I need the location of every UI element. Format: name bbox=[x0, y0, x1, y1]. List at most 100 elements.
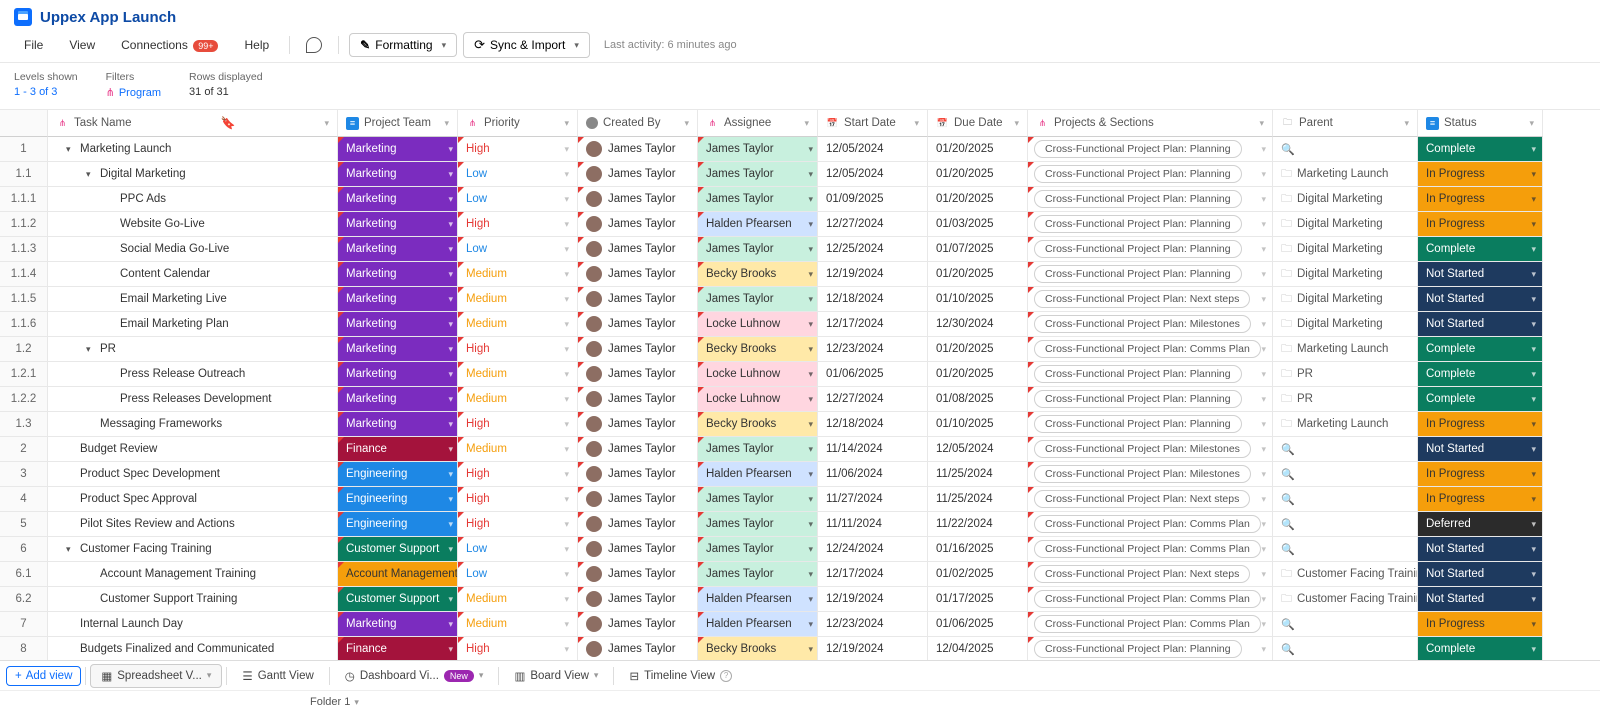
parent-cell[interactable]: 🔍 bbox=[1273, 137, 1418, 162]
priority-cell[interactable]: High▾ bbox=[458, 512, 578, 537]
parent-cell[interactable]: 🔍 bbox=[1273, 637, 1418, 660]
grid-container[interactable]: ⋔Task Name🔖▾≡Project Team▾⋔Priority▾Crea… bbox=[0, 110, 1600, 660]
assignee-cell[interactable]: Locke Luhnow▾ bbox=[698, 362, 818, 387]
due-date-cell[interactable]: 12/05/2024 bbox=[928, 437, 1028, 462]
add-view-button[interactable]: +Add view bbox=[6, 666, 81, 686]
task-name-cell[interactable]: ▾Customer Facing Training bbox=[48, 537, 338, 562]
tab-gantt[interactable]: ☰Gantt View bbox=[231, 664, 324, 688]
assignee-cell[interactable]: James Taylor▾ bbox=[698, 562, 818, 587]
parent-cell[interactable]: 🗀Digital Marketing bbox=[1273, 312, 1418, 337]
status-cell[interactable]: Complete▾ bbox=[1418, 237, 1543, 262]
status-cell[interactable]: Not Started▾ bbox=[1418, 587, 1543, 612]
status-cell[interactable]: Complete▾ bbox=[1418, 337, 1543, 362]
start-date-cell[interactable]: 11/14/2024 bbox=[818, 437, 928, 462]
status-cell[interactable]: Not Started▾ bbox=[1418, 287, 1543, 312]
created-by-cell[interactable]: James Taylor bbox=[578, 612, 698, 637]
created-by-cell[interactable]: James Taylor bbox=[578, 487, 698, 512]
priority-cell[interactable]: High▾ bbox=[458, 412, 578, 437]
priority-cell[interactable]: Low▾ bbox=[458, 187, 578, 212]
task-name-cell[interactable]: ▾PR bbox=[48, 337, 338, 362]
due-date-cell[interactable]: 01/17/2025 bbox=[928, 587, 1028, 612]
projects-cell[interactable]: Cross-Functional Project Plan: Planning▾ bbox=[1028, 237, 1273, 262]
start-date-cell[interactable]: 12/17/2024 bbox=[818, 562, 928, 587]
team-cell[interactable]: Marketing▾ bbox=[338, 137, 458, 162]
start-date-cell[interactable]: 12/17/2024 bbox=[818, 312, 928, 337]
start-date-cell[interactable]: 12/24/2024 bbox=[818, 537, 928, 562]
created-by-cell[interactable]: James Taylor bbox=[578, 437, 698, 462]
task-name-cell[interactable]: Email Marketing Plan bbox=[48, 312, 338, 337]
status-cell[interactable]: In Progress▾ bbox=[1418, 162, 1543, 187]
status-cell[interactable]: Not Started▾ bbox=[1418, 562, 1543, 587]
chat-icon[interactable] bbox=[306, 37, 322, 53]
projects-cell[interactable]: Cross-Functional Project Plan: Milestone… bbox=[1028, 312, 1273, 337]
team-cell[interactable]: Finance▾ bbox=[338, 437, 458, 462]
status-cell[interactable]: Not Started▾ bbox=[1418, 437, 1543, 462]
due-date-cell[interactable]: 12/30/2024 bbox=[928, 312, 1028, 337]
due-date-cell[interactable]: 11/25/2024 bbox=[928, 487, 1028, 512]
projects-cell[interactable]: Cross-Functional Project Plan: Planning▾ bbox=[1028, 212, 1273, 237]
tab-timeline[interactable]: ⊟Timeline View? bbox=[618, 664, 743, 688]
team-cell[interactable]: Marketing▾ bbox=[338, 237, 458, 262]
col-projects[interactable]: ⋔Projects & Sections▾ bbox=[1028, 110, 1273, 137]
priority-cell[interactable]: Medium▾ bbox=[458, 437, 578, 462]
status-cell[interactable]: In Progress▾ bbox=[1418, 412, 1543, 437]
start-date-cell[interactable]: 01/09/2025 bbox=[818, 187, 928, 212]
team-cell[interactable]: Marketing▾ bbox=[338, 162, 458, 187]
priority-cell[interactable]: Low▾ bbox=[458, 537, 578, 562]
projects-cell[interactable]: Cross-Functional Project Plan: Milestone… bbox=[1028, 437, 1273, 462]
due-date-cell[interactable]: 01/02/2025 bbox=[928, 562, 1028, 587]
due-date-cell[interactable]: 01/06/2025 bbox=[928, 612, 1028, 637]
projects-cell[interactable]: Cross-Functional Project Plan: Planning▾ bbox=[1028, 362, 1273, 387]
assignee-cell[interactable]: James Taylor▾ bbox=[698, 512, 818, 537]
assignee-cell[interactable]: James Taylor▾ bbox=[698, 287, 818, 312]
start-date-cell[interactable]: 12/18/2024 bbox=[818, 287, 928, 312]
assignee-cell[interactable]: Becky Brooks▾ bbox=[698, 412, 818, 437]
parent-cell[interactable]: 🗀Customer Facing Training bbox=[1273, 562, 1418, 587]
assignee-cell[interactable]: James Taylor▾ bbox=[698, 487, 818, 512]
status-cell[interactable]: Deferred▾ bbox=[1418, 512, 1543, 537]
assignee-cell[interactable]: Halden Pfearsen▾ bbox=[698, 462, 818, 487]
col-due[interactable]: 📅Due Date▾ bbox=[928, 110, 1028, 137]
start-date-cell[interactable]: 12/27/2024 bbox=[818, 387, 928, 412]
levels-shown[interactable]: Levels shown 1 - 3 of 3 bbox=[14, 71, 78, 98]
start-date-cell[interactable]: 12/19/2024 bbox=[818, 587, 928, 612]
due-date-cell[interactable]: 01/07/2025 bbox=[928, 237, 1028, 262]
col-team[interactable]: ≡Project Team▾ bbox=[338, 110, 458, 137]
team-cell[interactable]: Marketing▾ bbox=[338, 212, 458, 237]
task-name-cell[interactable]: Press Releases Development bbox=[48, 387, 338, 412]
priority-cell[interactable]: Medium▾ bbox=[458, 287, 578, 312]
projects-cell[interactable]: Cross-Functional Project Plan: Planning▾ bbox=[1028, 187, 1273, 212]
task-name-cell[interactable]: Website Go-Live bbox=[48, 212, 338, 237]
team-cell[interactable]: Engineering▾ bbox=[338, 462, 458, 487]
due-date-cell[interactable]: 01/20/2025 bbox=[928, 262, 1028, 287]
start-date-cell[interactable]: 11/27/2024 bbox=[818, 487, 928, 512]
priority-cell[interactable]: Low▾ bbox=[458, 562, 578, 587]
task-name-cell[interactable]: Pilot Sites Review and Actions bbox=[48, 512, 338, 537]
parent-cell[interactable]: 🔍 bbox=[1273, 612, 1418, 637]
due-date-cell[interactable]: 01/20/2025 bbox=[928, 137, 1028, 162]
team-cell[interactable]: Marketing▾ bbox=[338, 312, 458, 337]
tab-board[interactable]: ▥Board View▾ bbox=[503, 664, 609, 688]
start-date-cell[interactable]: 11/11/2024 bbox=[818, 512, 928, 537]
filters[interactable]: Filters ⋔Program bbox=[106, 71, 161, 99]
task-name-cell[interactable]: Customer Support Training bbox=[48, 587, 338, 612]
projects-cell[interactable]: Cross-Functional Project Plan: Comms Pla… bbox=[1028, 612, 1273, 637]
sync-import-button[interactable]: Sync & Import bbox=[463, 32, 590, 58]
due-date-cell[interactable]: 01/08/2025 bbox=[928, 387, 1028, 412]
assignee-cell[interactable]: James Taylor▾ bbox=[698, 237, 818, 262]
start-date-cell[interactable]: 12/19/2024 bbox=[818, 262, 928, 287]
status-cell[interactable]: In Progress▾ bbox=[1418, 187, 1543, 212]
projects-cell[interactable]: Cross-Functional Project Plan: Planning▾ bbox=[1028, 262, 1273, 287]
projects-cell[interactable]: Cross-Functional Project Plan: Planning▾ bbox=[1028, 412, 1273, 437]
team-cell[interactable]: Customer Support▾ bbox=[338, 537, 458, 562]
parent-cell[interactable]: 🗀Customer Facing Training bbox=[1273, 587, 1418, 612]
parent-cell[interactable]: 🗀Marketing Launch bbox=[1273, 412, 1418, 437]
assignee-cell[interactable]: Locke Luhnow▾ bbox=[698, 312, 818, 337]
created-by-cell[interactable]: James Taylor bbox=[578, 187, 698, 212]
col-start[interactable]: 📅Start Date▾ bbox=[818, 110, 928, 137]
priority-cell[interactable]: High▾ bbox=[458, 462, 578, 487]
due-date-cell[interactable]: 01/16/2025 bbox=[928, 537, 1028, 562]
expand-icon[interactable]: ▾ bbox=[86, 169, 94, 180]
parent-cell[interactable]: 🗀Digital Marketing bbox=[1273, 212, 1418, 237]
col-parent[interactable]: 🗀Parent▾ bbox=[1273, 110, 1418, 137]
